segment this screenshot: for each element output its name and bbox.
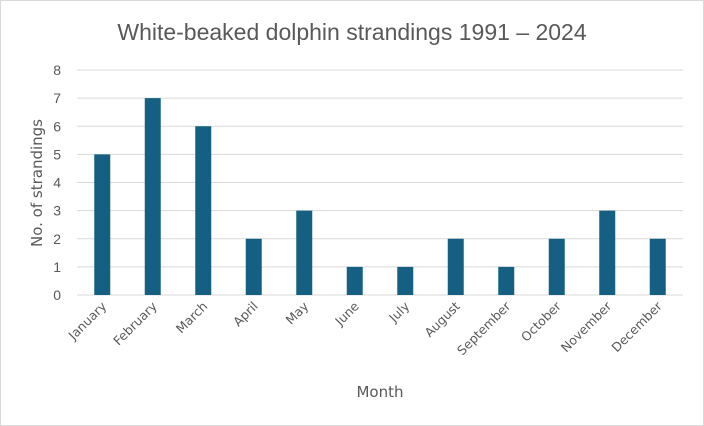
bar-january: [94, 154, 111, 295]
chart-title: White-beaked dolphin strandings 1991 – 2…: [117, 19, 586, 45]
x-tick-label: April: [230, 299, 261, 330]
bar-october: [548, 238, 565, 295]
x-axis-ticks: January February March April May June July Augu…: [65, 298, 666, 358]
x-tick-label: March: [173, 299, 211, 337]
gridlines: [77, 69, 683, 296]
bar-december: [649, 238, 666, 295]
y-tick-label: 5: [53, 146, 61, 162]
x-tick-label: January: [65, 298, 110, 343]
y-tick-label: 0: [53, 287, 61, 303]
bar-july: [397, 266, 414, 295]
x-tick-label: February: [110, 298, 160, 348]
x-tick-label: July: [385, 298, 413, 326]
bar-june: [346, 266, 363, 295]
y-tick-label: 6: [53, 118, 61, 134]
x-tick-label: December: [608, 298, 665, 355]
x-tick-label: August: [421, 298, 463, 340]
x-tick-label: May: [282, 298, 311, 327]
bar-september: [498, 266, 515, 295]
bar-april: [245, 238, 262, 295]
bar-november: [599, 210, 616, 295]
bars: [94, 98, 666, 295]
bar-february: [144, 98, 161, 295]
x-tick-label: November: [558, 298, 615, 355]
bar-march: [195, 126, 212, 295]
bar-may: [296, 210, 313, 295]
y-tick-label: 1: [53, 259, 61, 275]
y-tick-label: 8: [53, 62, 61, 78]
x-tick-label: October: [518, 298, 565, 345]
y-tick-label: 3: [53, 203, 61, 219]
y-tick-label: 2: [53, 231, 61, 247]
y-axis-label: No. of strandings: [28, 119, 46, 247]
x-tick-label: September: [454, 298, 514, 358]
bar-august: [447, 238, 464, 295]
x-tick-label: June: [331, 298, 362, 329]
y-axis-ticks: 0 1 2 3 4 5 6 7 8: [53, 62, 61, 303]
x-axis-label: Month: [356, 383, 403, 401]
y-tick-label: 7: [53, 90, 61, 106]
y-tick-label: 4: [53, 175, 61, 191]
